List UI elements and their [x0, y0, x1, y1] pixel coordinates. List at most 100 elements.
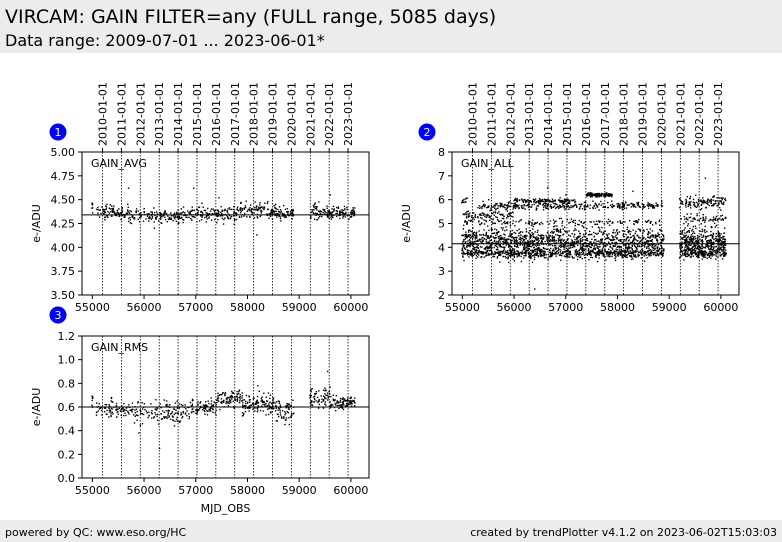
panel-2-data-point	[706, 257, 708, 259]
panel-2-data-point	[613, 229, 615, 231]
panel-2-data-point	[567, 253, 569, 255]
panel-2-data-point	[541, 255, 543, 257]
panel-2-data-point	[578, 252, 581, 254]
panel-1-data-point	[159, 217, 162, 219]
panel-2-data-point	[632, 240, 634, 243]
panel-2-data-point	[468, 213, 470, 216]
panel-2-data-point	[516, 244, 519, 247]
panel-2-data-point	[498, 211, 500, 213]
panel-3-data-point	[239, 400, 241, 402]
panel-3-data-point	[241, 397, 243, 399]
panel-2-data-point	[515, 204, 518, 206]
panel-2-data-point	[591, 238, 593, 240]
panel-2-data-point	[714, 217, 717, 219]
panel-3-data-point	[172, 416, 174, 418]
panel-2-data-point	[525, 200, 527, 203]
panel-2-data-point	[500, 227, 503, 229]
panel-1-data-point	[205, 221, 207, 223]
panel-1-data-point	[164, 211, 166, 213]
panel-3-data-point	[278, 407, 280, 409]
panel-3-data-point	[261, 401, 264, 404]
panel-2-data-point	[494, 251, 496, 253]
panel-2-data-point	[615, 256, 617, 258]
panel-3-data-point	[177, 410, 179, 413]
panel-2-data-point	[503, 233, 505, 235]
panel-2-data-point	[554, 199, 556, 201]
panel-2-data-point	[612, 245, 615, 248]
panel-2-data-point	[587, 234, 590, 236]
panel-2-data-point	[657, 249, 659, 252]
panel-1-data-point	[348, 218, 350, 220]
panel-2-data-point	[490, 245, 492, 247]
panel-1-data-point	[112, 208, 115, 210]
panel-2-data-point	[522, 201, 525, 204]
panel-2-data-point	[529, 230, 531, 232]
panel-2-data-point	[510, 212, 512, 214]
panel-3-data-point	[257, 402, 259, 404]
panel-2-data-point	[475, 249, 477, 251]
panel-3-data-point	[167, 411, 169, 413]
panel-2-data-point	[627, 245, 630, 247]
panel-2-data-point	[697, 244, 699, 246]
panel-2-data-point	[474, 215, 476, 217]
panel-2-data-point	[521, 231, 524, 233]
panel-2-data-point	[529, 234, 532, 237]
panel-2-data-point	[590, 246, 592, 249]
panel-2-data-point	[680, 218, 682, 220]
panel-2-data-point	[716, 240, 719, 242]
panel-1-data-point	[326, 213, 329, 215]
panel-1-ytick-label: 3.75	[51, 265, 76, 278]
panel-1-data-point	[249, 207, 251, 209]
panel-3-data-point	[112, 401, 114, 403]
panel-2-data-point	[569, 221, 571, 224]
panel-3-data-point	[260, 397, 263, 400]
panel-1-data-point	[227, 216, 229, 218]
panel-2-data-point	[596, 260, 599, 263]
panel-2-data-point	[527, 252, 530, 255]
panel-2-data-point	[697, 253, 699, 256]
panel-2-data-point	[554, 221, 556, 223]
panel-2-data-point	[554, 246, 556, 249]
panel-2-data-point	[624, 252, 626, 254]
panel-2-data-point	[723, 227, 726, 229]
panel-1-ytick-label: 4.75	[51, 170, 76, 183]
panel-3-data-point	[100, 406, 103, 409]
panel-2-data-point	[719, 247, 721, 249]
panel-2-data-point	[566, 203, 568, 206]
panel-1-data-point	[292, 210, 294, 213]
panel-2-data-point	[558, 249, 560, 251]
panel-1-data-point	[326, 205, 328, 207]
panel-2-data-point	[691, 252, 694, 254]
panel-1-data-point	[313, 209, 315, 211]
panel-2-data-point	[722, 203, 725, 206]
panel-2-data-point	[560, 259, 562, 262]
panel-2-data-point	[501, 213, 503, 216]
panel-2-data-point	[590, 233, 593, 236]
panel-2-data-point	[716, 250, 718, 253]
panel-2-data-point	[720, 200, 723, 203]
panel-2-data-point	[635, 230, 637, 233]
panel-3-data-point	[140, 410, 142, 412]
panel-2-data-point	[600, 194, 602, 196]
panel-1-data-point	[351, 212, 354, 215]
panel-2-data-point	[634, 249, 637, 252]
panel-1-data-point	[128, 212, 131, 215]
panel-2-data-point	[686, 230, 689, 233]
panel-3-data-point	[166, 403, 168, 406]
panel-2-data-point	[464, 233, 467, 236]
panel-2-data-point	[507, 253, 509, 256]
panel-2-data-point	[708, 241, 710, 244]
panel-2-data-point	[535, 222, 538, 224]
panel-3-data-point	[253, 397, 255, 399]
panel-2-data-point	[496, 218, 499, 221]
panel-1-data-point	[273, 204, 275, 207]
panel-2-data-point	[711, 219, 713, 221]
panel-2-data-point	[504, 220, 506, 223]
panel-2-data-point	[503, 240, 505, 242]
panel-2-data-point	[573, 245, 576, 248]
panel-1-data-point	[353, 212, 356, 215]
panel-2-data-point	[485, 220, 488, 223]
panel-2-data-point	[712, 204, 714, 207]
panel-3-data-point	[238, 396, 241, 399]
panel-3-data-point	[290, 412, 293, 415]
